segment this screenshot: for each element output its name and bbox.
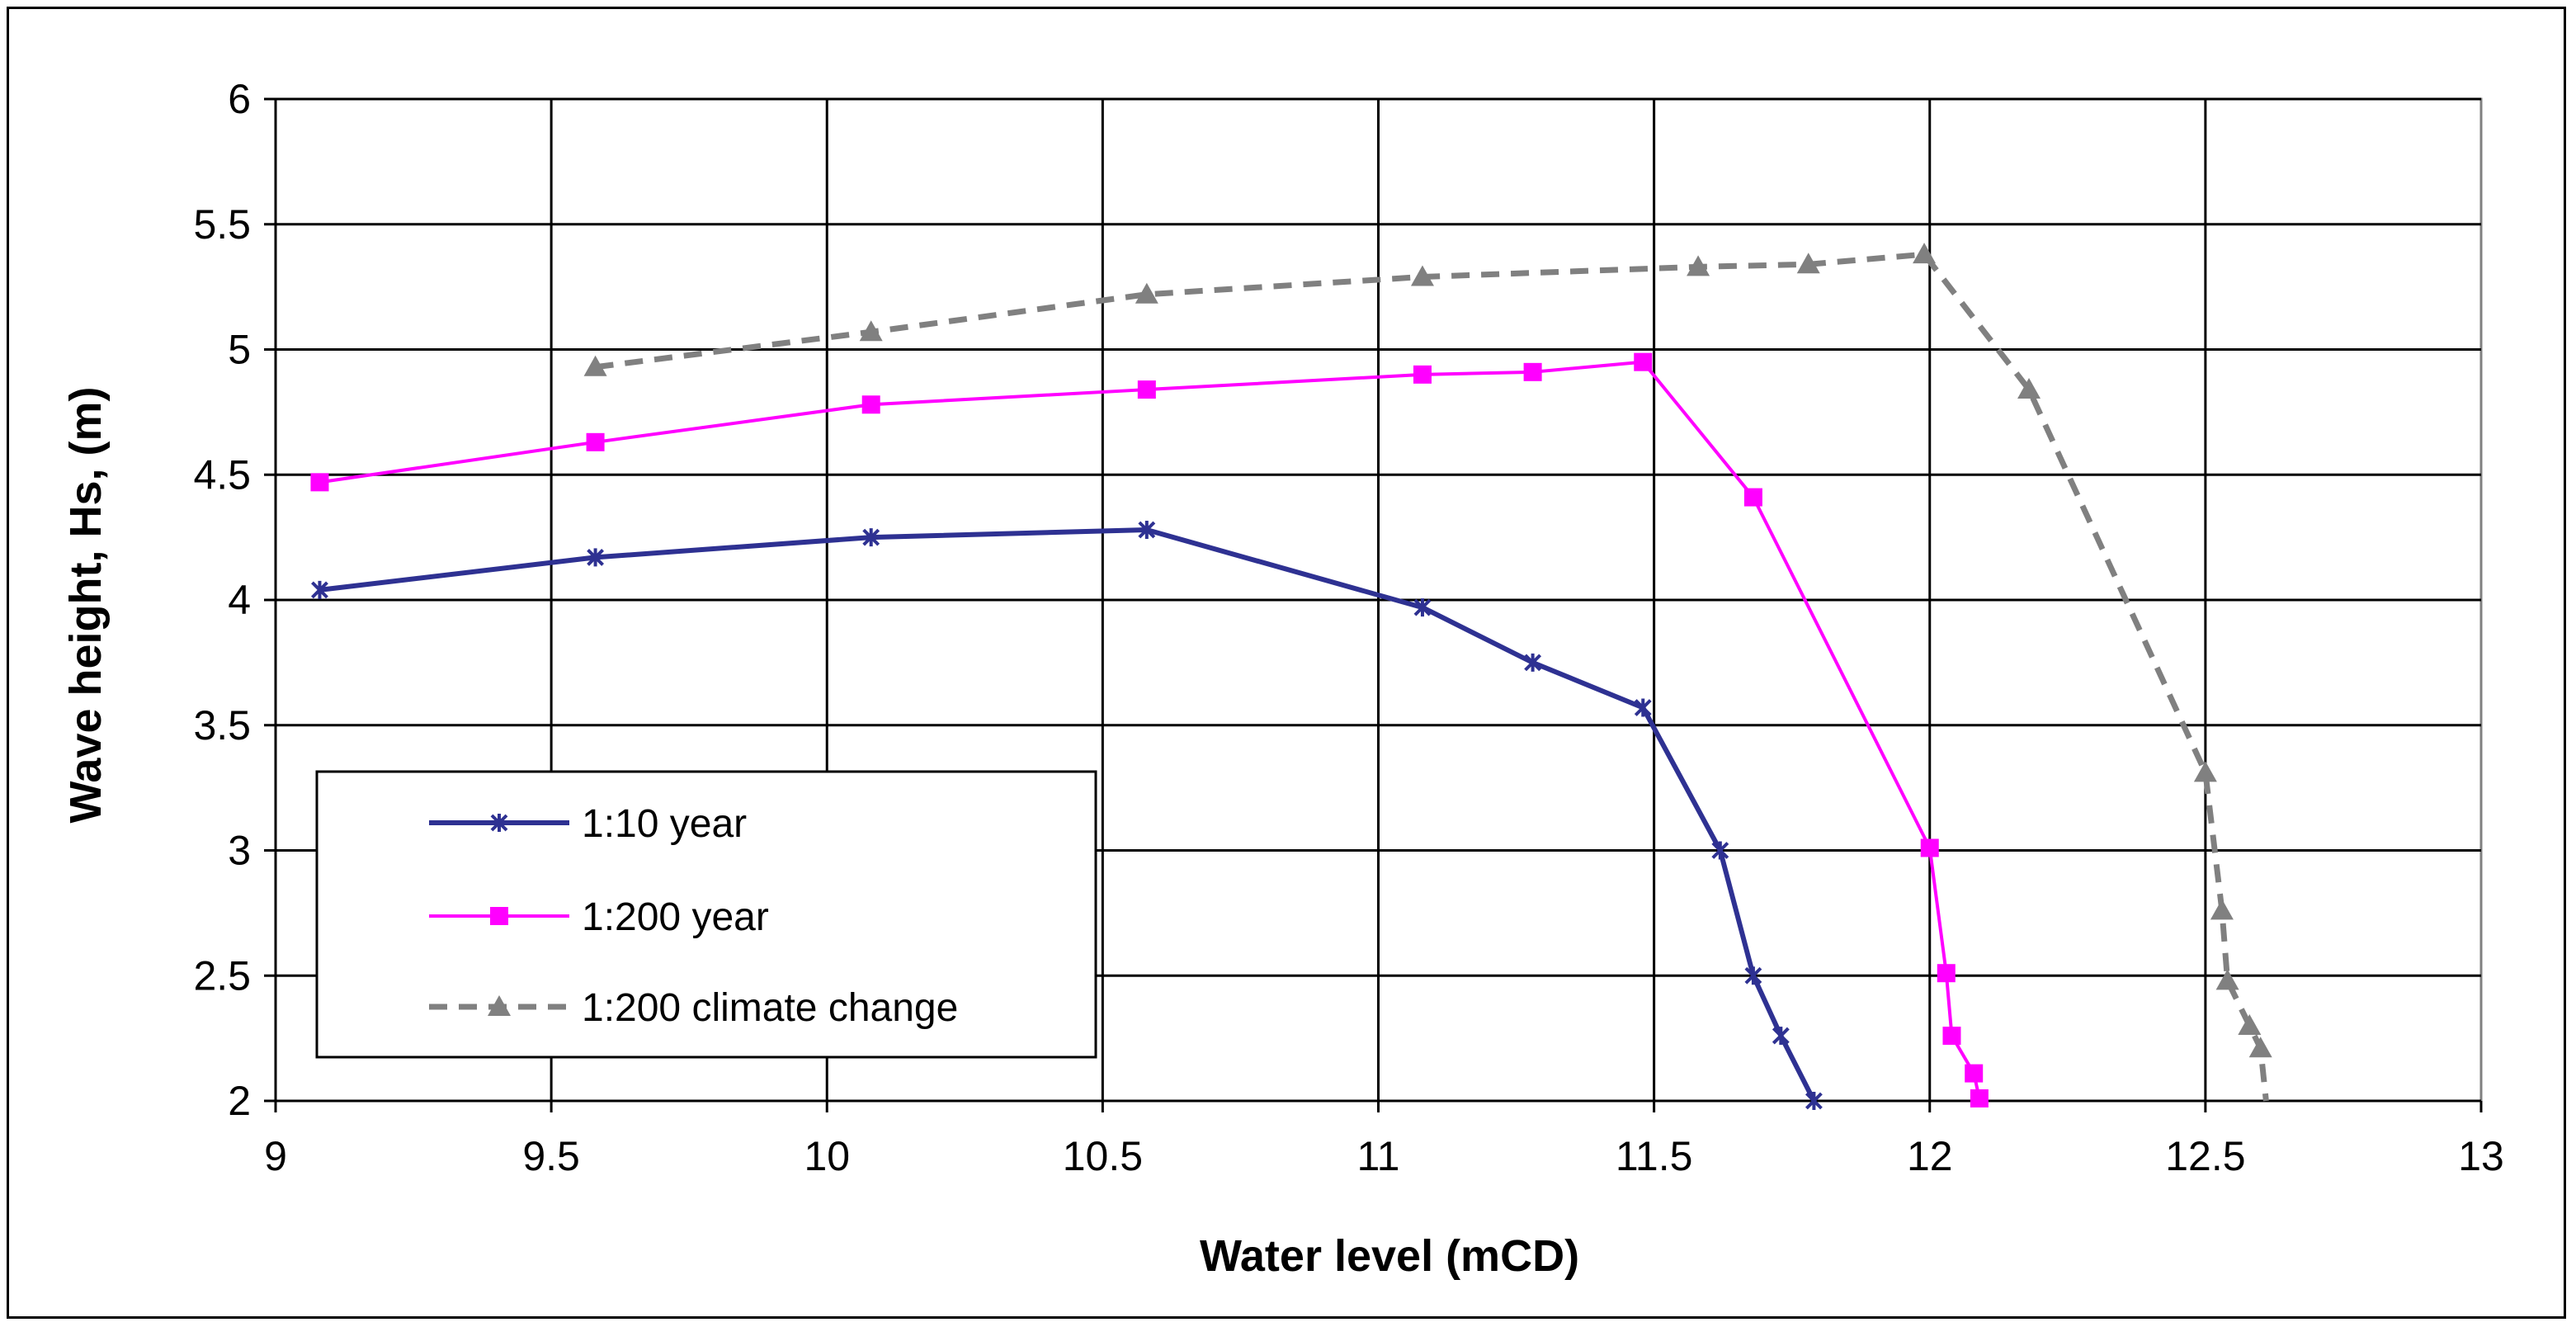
y-tick-label: 5 xyxy=(228,327,251,373)
data-point xyxy=(1937,964,1956,983)
data-point xyxy=(1805,1092,1823,1110)
data-point xyxy=(586,432,605,451)
y-tick-label: 5.5 xyxy=(193,201,251,248)
data-point xyxy=(1743,488,1762,507)
y-axis-title: Wave height, Hs, (m) xyxy=(61,386,111,823)
legend-marker xyxy=(488,995,511,1016)
legend-label: 1:10 year xyxy=(582,802,747,846)
x-tick-label: 11 xyxy=(1357,1133,1400,1179)
x-tick-label: 10.5 xyxy=(1063,1133,1143,1179)
x-tick-label: 9.5 xyxy=(522,1133,580,1179)
data-point xyxy=(1410,265,1434,286)
series-layer xyxy=(310,243,2272,1110)
x-tick-label: 10 xyxy=(804,1133,850,1179)
legend-marker xyxy=(490,814,508,832)
series-1-200-year xyxy=(310,352,1989,1107)
data-point xyxy=(1524,653,1542,672)
legend-label: 1:200 climate change xyxy=(582,986,958,1030)
data-point xyxy=(1413,365,1432,384)
data-point xyxy=(1523,362,1542,381)
data-point xyxy=(310,473,329,492)
data-point xyxy=(587,548,604,567)
x-tick-label: 11.5 xyxy=(1616,1133,1693,1179)
legend-label: 1:200 year xyxy=(582,895,769,939)
data-point xyxy=(1796,253,1820,274)
legend: 1:10 year 1:200 year 1:200 climate change xyxy=(315,770,1097,1059)
x-tick-label: 12 xyxy=(1907,1133,1953,1179)
y-tick-label: 3.5 xyxy=(193,702,251,749)
data-point xyxy=(1913,243,1937,264)
data-point xyxy=(1138,521,1156,540)
data-point xyxy=(1135,282,1158,304)
legend-item: 1:200 climate change xyxy=(429,986,958,1030)
data-point xyxy=(1970,1089,1989,1107)
data-point xyxy=(311,580,328,599)
data-point xyxy=(1744,966,1762,985)
legend-item: 1:10 year xyxy=(429,802,747,846)
y-tick-label: 3 xyxy=(228,828,251,874)
x-tick-label: 13 xyxy=(2458,1133,2504,1179)
data-point xyxy=(1634,352,1653,371)
y-tick-label: 2.5 xyxy=(193,952,251,999)
data-point xyxy=(1687,255,1710,276)
data-point xyxy=(2210,899,2234,920)
data-point xyxy=(2215,969,2239,990)
data-point xyxy=(1413,598,1432,617)
data-point xyxy=(1942,1027,1961,1046)
data-point xyxy=(2193,761,2217,782)
legend-marker xyxy=(490,907,508,925)
data-point xyxy=(1772,1027,1790,1046)
data-point xyxy=(583,355,607,376)
data-point xyxy=(2248,1037,2272,1058)
y-tick-label: 6 xyxy=(228,76,251,122)
series-1-10-year xyxy=(311,521,1823,1110)
data-point xyxy=(1137,380,1156,399)
x-tick-label: 9 xyxy=(264,1133,287,1179)
series-1-200-climate-change xyxy=(583,243,2272,1102)
y-tick-label: 4.5 xyxy=(193,451,251,498)
y-tick-label: 2 xyxy=(228,1078,251,1124)
tick-labels: 9 9.5 10 10.5 11 11.5 12 12.5 13 2 2.5 3 3.5 4 4.5 5 5.5… xyxy=(193,76,2503,1179)
data-point xyxy=(861,395,880,414)
data-point xyxy=(2238,1013,2262,1035)
data-point xyxy=(1634,698,1652,717)
series-line xyxy=(595,251,2269,1102)
x-axis-title: Water level (mCD) xyxy=(1200,1231,1579,1281)
data-point xyxy=(1965,1064,1984,1083)
data-point xyxy=(1920,838,1939,857)
data-point xyxy=(1711,841,1729,860)
y-tick-label: 4 xyxy=(228,577,251,623)
data-point xyxy=(862,528,880,547)
x-tick-label: 12.5 xyxy=(2165,1133,2245,1179)
data-point xyxy=(2017,378,2041,399)
legend-item: 1:200 year xyxy=(429,895,769,939)
data-point xyxy=(859,320,883,342)
